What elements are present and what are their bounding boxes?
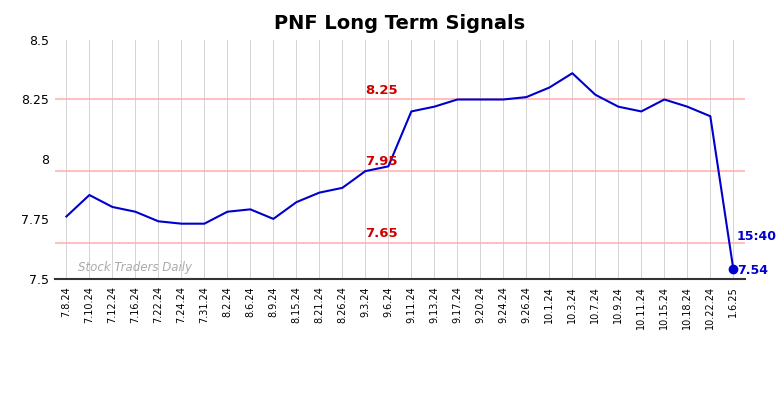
Text: Stock Traders Daily: Stock Traders Daily [78, 261, 192, 274]
Text: 15:40: 15:40 [737, 230, 777, 243]
Text: 7.65: 7.65 [365, 227, 398, 240]
Text: 7.95: 7.95 [365, 155, 397, 168]
Title: PNF Long Term Signals: PNF Long Term Signals [274, 14, 525, 33]
Text: 8.25: 8.25 [365, 84, 398, 97]
Text: 7.54: 7.54 [737, 264, 768, 277]
